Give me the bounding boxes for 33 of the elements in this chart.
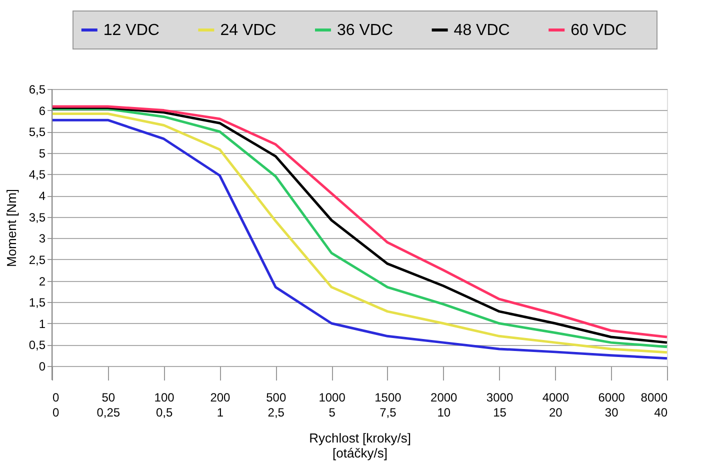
y-axis-title: Moment [Nm] xyxy=(4,188,19,268)
x-tick-label: 8000 40 xyxy=(640,390,668,420)
legend-label: 60 VDC xyxy=(570,22,627,39)
x-tick-label: 500 2,5 xyxy=(266,390,286,420)
y-tick-label: 2,5 xyxy=(28,252,46,267)
x-tick-label: 6000 30 xyxy=(598,390,626,420)
legend-label: 36 VDC xyxy=(337,22,394,39)
y-tick-label: 2 xyxy=(38,274,46,288)
x-tick-label: 3000 15 xyxy=(486,390,514,420)
y-tick-label: 4 xyxy=(38,189,46,204)
y-tick-label: 3 xyxy=(38,232,46,246)
x-tick-label: 100 0,5 xyxy=(154,390,175,420)
x-tick-label: 200 1 xyxy=(210,390,231,420)
x-tick-label: 50 0,25 xyxy=(96,390,120,420)
y-tick-label: 0,5 xyxy=(28,338,46,352)
x-axis-title: Rychlost [kroky/s] [otáčky/s] xyxy=(309,430,411,460)
legend-label: 48 VDC xyxy=(454,22,510,39)
legend-label: 12 VDC xyxy=(103,22,160,39)
x-tick-label: 0 0 xyxy=(52,390,60,420)
y-tick-label: 0 xyxy=(38,360,46,374)
y-tick-label: 5 xyxy=(38,146,46,160)
y-tick-label: 5,5 xyxy=(28,125,46,140)
y-tick-label: 4,5 xyxy=(28,168,46,182)
x-tick-label: 1500 7,5 xyxy=(374,390,402,420)
y-tick-label: 1 xyxy=(38,316,46,331)
x-tick-label: 1000 5 xyxy=(318,390,346,420)
y-tick-label: 1,5 xyxy=(28,296,46,310)
y-tick-label: 6,5 xyxy=(28,82,46,96)
y-tick-label: 6 xyxy=(38,104,46,118)
x-tick-label: 2000 10 xyxy=(430,390,458,420)
legend-label: 24 VDC xyxy=(220,22,276,39)
y-tick-label: 3,5 xyxy=(28,210,46,224)
x-tick-label: 4000 20 xyxy=(542,390,570,420)
